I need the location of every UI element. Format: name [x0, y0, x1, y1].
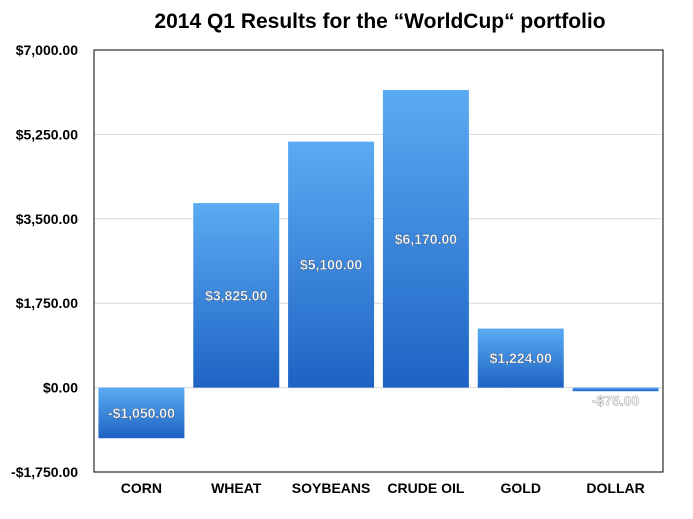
axes — [93, 49, 664, 473]
y-tick-label: $7,000.00 — [16, 42, 78, 58]
data-label: -$75.00 — [592, 393, 640, 409]
data-label: $5,100.00 — [300, 257, 362, 273]
data-label: $1,224.00 — [490, 350, 552, 366]
bar-wheat — [193, 203, 280, 388]
x-tick-label: WHEAT — [211, 480, 262, 496]
y-tick-label: -$1,750.00 — [11, 464, 78, 480]
x-tick-label: GOLD — [501, 480, 541, 496]
bar-dollar — [572, 387, 659, 392]
data-label: $6,170.00 — [395, 231, 457, 247]
x-tick-label: CRUDE OIL — [387, 480, 464, 496]
bar-crude-oil — [382, 90, 469, 388]
x-tick-label: DOLLAR — [586, 480, 644, 496]
chart-title: 2014 Q1 Results for the “WorldCup“ portf… — [154, 10, 605, 33]
y-tick-label: $5,250.00 — [16, 126, 78, 142]
data-label: -$1,050.00 — [108, 405, 175, 421]
bar-gold — [477, 328, 564, 388]
bar-soybeans — [288, 141, 375, 388]
gridlines — [94, 133, 663, 389]
y-tick-label: $0.00 — [43, 380, 78, 396]
y-tick-label: $3,500.00 — [16, 211, 78, 227]
bar-corn — [98, 387, 185, 439]
y-tick-label: $1,750.00 — [16, 295, 78, 311]
x-tick-label: CORN — [121, 480, 162, 496]
bars — [98, 90, 659, 439]
labels: -$1,750.00 $0.00 $1,750.00 $3,500.00 $5,250.… — [11, 42, 645, 496]
x-tick-label: SOYBEANS — [292, 480, 371, 496]
data-label: $3,825.00 — [205, 287, 267, 303]
plot-frame — [93, 49, 664, 473]
